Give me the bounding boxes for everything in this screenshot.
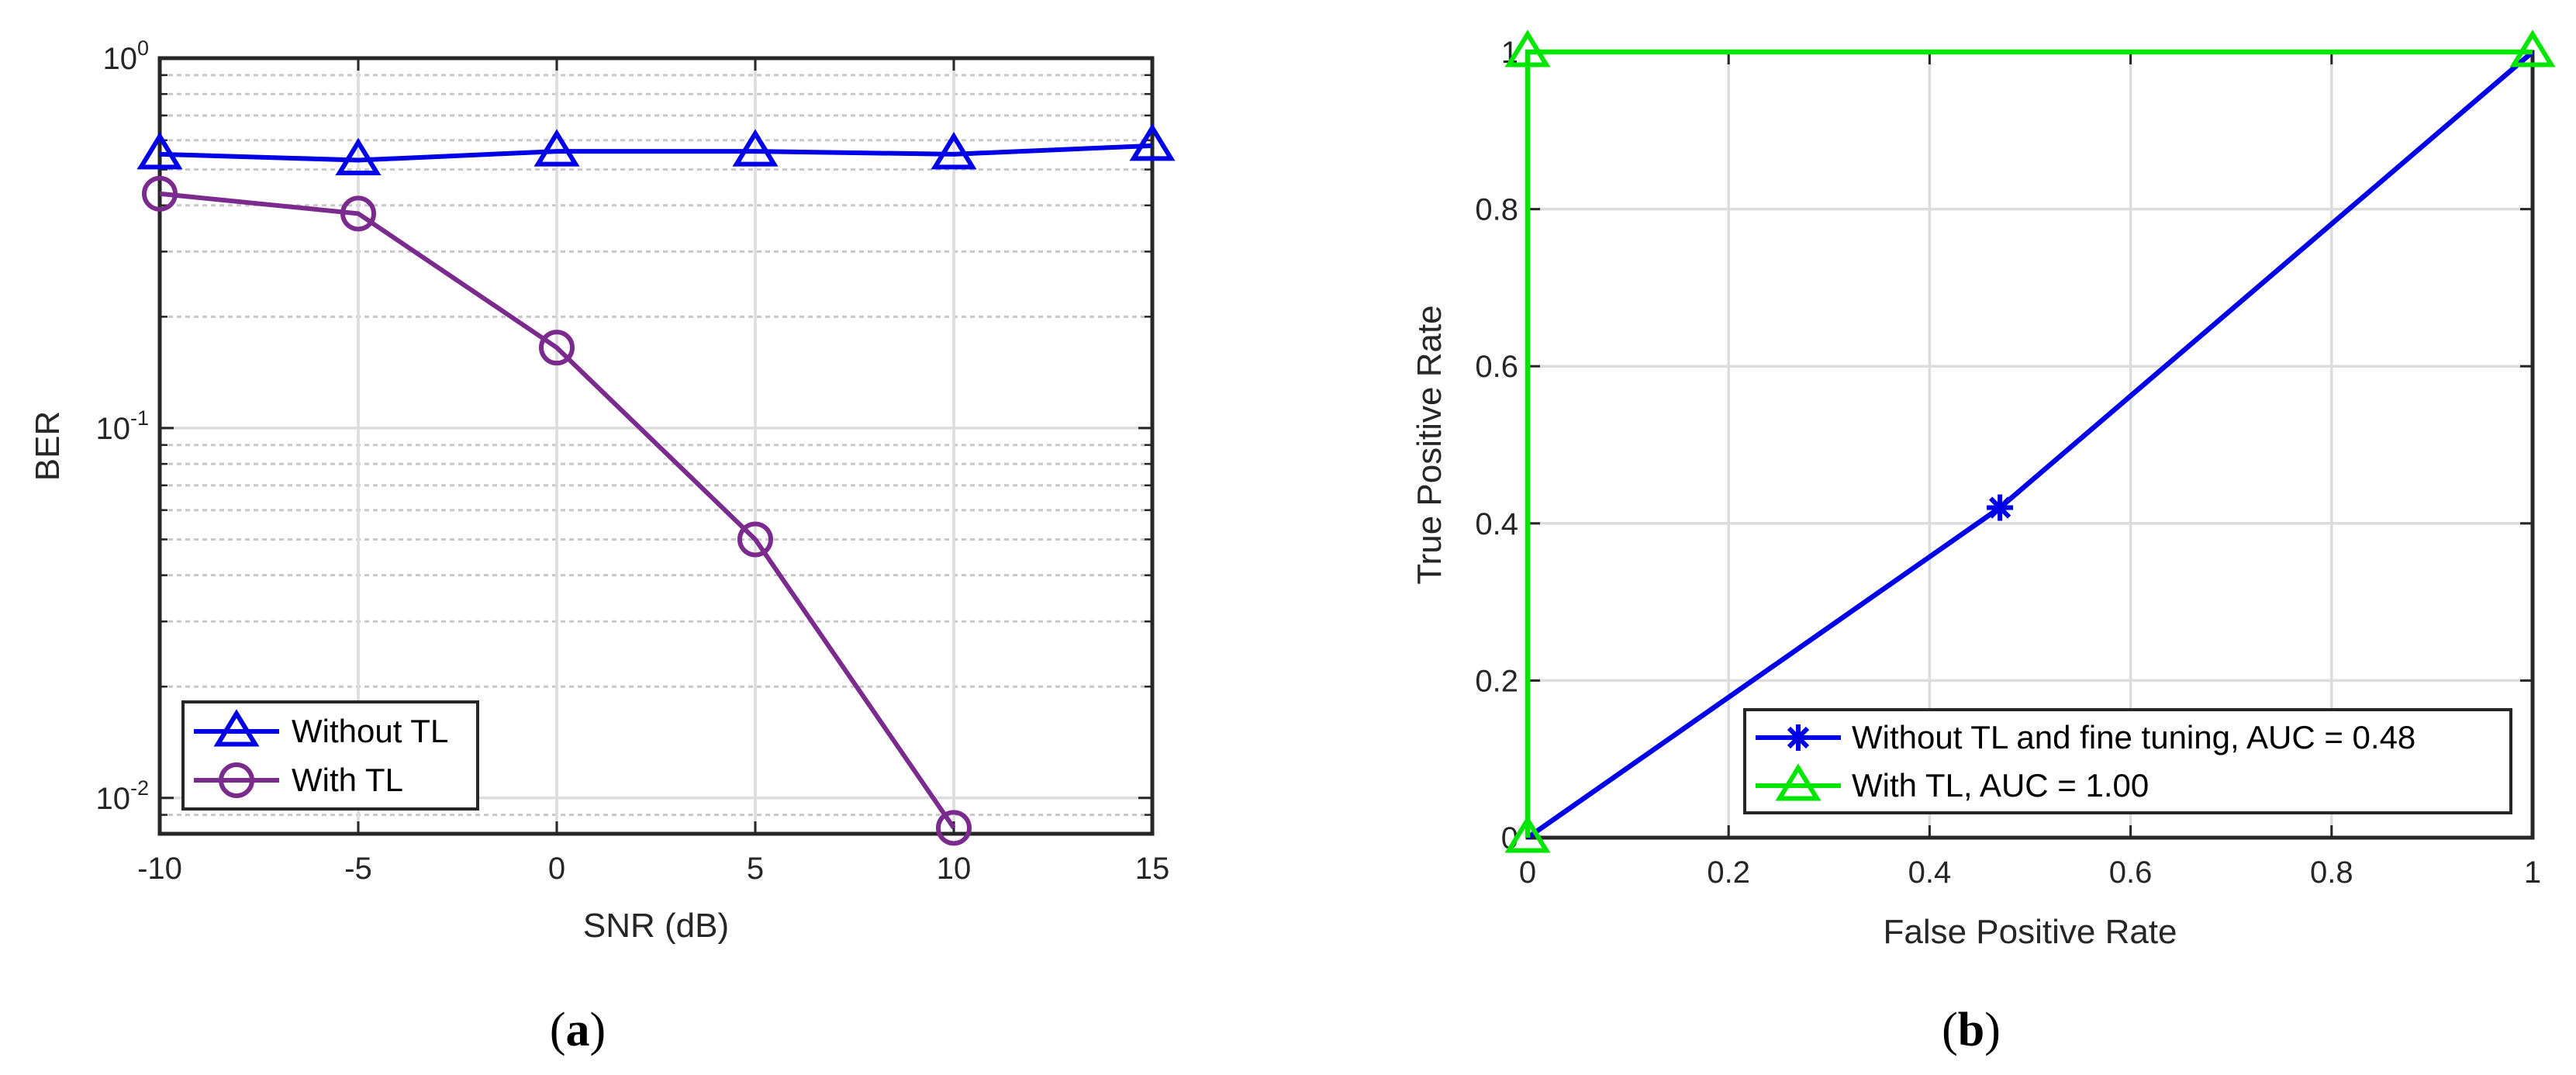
y-tick-label: 0.6	[1475, 350, 1518, 384]
legend-box	[1743, 708, 2512, 814]
legend-label-2: With TL, AUC = 1.00	[1852, 767, 2149, 804]
x-axis-label: False Positive Rate	[1883, 913, 2177, 951]
data-point-series-1	[534, 129, 580, 167]
y-tick-label: 0	[1501, 821, 1518, 856]
plot-area-frame	[157, 56, 1155, 836]
x-tick-label: 1	[2524, 856, 2541, 890]
series-line-2	[159, 191, 956, 830]
y-axis-label: True Positive Rate	[1411, 305, 1449, 584]
panel-b-chart: 0 0.2 0.4 0.6 0.8 1 0 0.2 0.4 0.6 0.8 1 False Positi…	[1411, 29, 2556, 951]
data-point-series-2	[2509, 29, 2556, 67]
series-line-2	[1525, 49, 2533, 838]
x-tick-label: -5	[344, 852, 372, 886]
x-tick-label: 0	[548, 852, 565, 886]
x-tick-label: 10	[937, 852, 972, 886]
y-tick-label: 0.2	[1475, 664, 1518, 698]
x-tick-label: 0	[1519, 856, 1536, 890]
y-tick-base: 10	[102, 42, 137, 76]
legend-label-1: Without TL	[292, 713, 448, 749]
y-tick-label: 0.4	[1475, 507, 1518, 541]
data-point-series-2	[1504, 815, 1551, 853]
y-tick-label: 10-1	[95, 406, 149, 446]
legend-marker-1	[213, 709, 260, 747]
x-axis-label: SNR (dB)	[583, 907, 729, 945]
x-tick-label: 0.6	[2109, 856, 2153, 890]
y-tick-base: 10	[95, 782, 130, 816]
series-line-1	[159, 143, 1153, 163]
legend-marker-2	[219, 762, 254, 798]
data-point-series-1	[732, 129, 779, 167]
legend-label-2: With TL	[292, 762, 403, 798]
y-tick-exponent: 0	[137, 36, 149, 60]
panel-b-caption: (b)	[1942, 1004, 2001, 1056]
data-point-series-2	[936, 810, 972, 846]
data-point-series-2	[539, 330, 575, 366]
legend-marker-2	[1775, 763, 1822, 801]
x-tick-label: -10	[137, 852, 182, 886]
x-tick-label: 5	[747, 852, 764, 886]
x-tick-label: 0.8	[2310, 856, 2353, 890]
y-tick-exponent: -2	[130, 776, 149, 800]
data-point-series-1	[931, 132, 977, 170]
y-tick-label: 100	[102, 36, 149, 76]
panel-a-caption: (a)	[550, 1004, 606, 1056]
data-point-series-1	[136, 132, 183, 170]
data-point-series-1	[1987, 494, 2014, 521]
legend-label-1: Without TL and fine tuning, AUC = 0.48	[1852, 719, 2415, 755]
data-point-series-1	[335, 137, 382, 176]
y-axis-label: BER	[29, 411, 67, 481]
y-tick-base: 10	[95, 412, 130, 446]
y-tick-label: 10-2	[95, 776, 149, 816]
x-tick-label: 0.4	[1908, 856, 1952, 890]
y-tick-exponent: -1	[130, 406, 149, 430]
y-tick-label: 0.8	[1475, 193, 1518, 227]
x-tick-label: 0.2	[1707, 856, 1750, 890]
data-point-series-1	[1129, 123, 1176, 161]
data-point-series-2	[737, 521, 773, 558]
x-tick-label: 15	[1135, 852, 1170, 886]
data-point-series-2	[1504, 29, 1551, 67]
data-point-series-2	[142, 175, 178, 212]
data-point-series-2	[340, 195, 376, 232]
y-tick-label: 1	[1501, 36, 1518, 70]
legend-marker-1	[1785, 724, 1811, 751]
